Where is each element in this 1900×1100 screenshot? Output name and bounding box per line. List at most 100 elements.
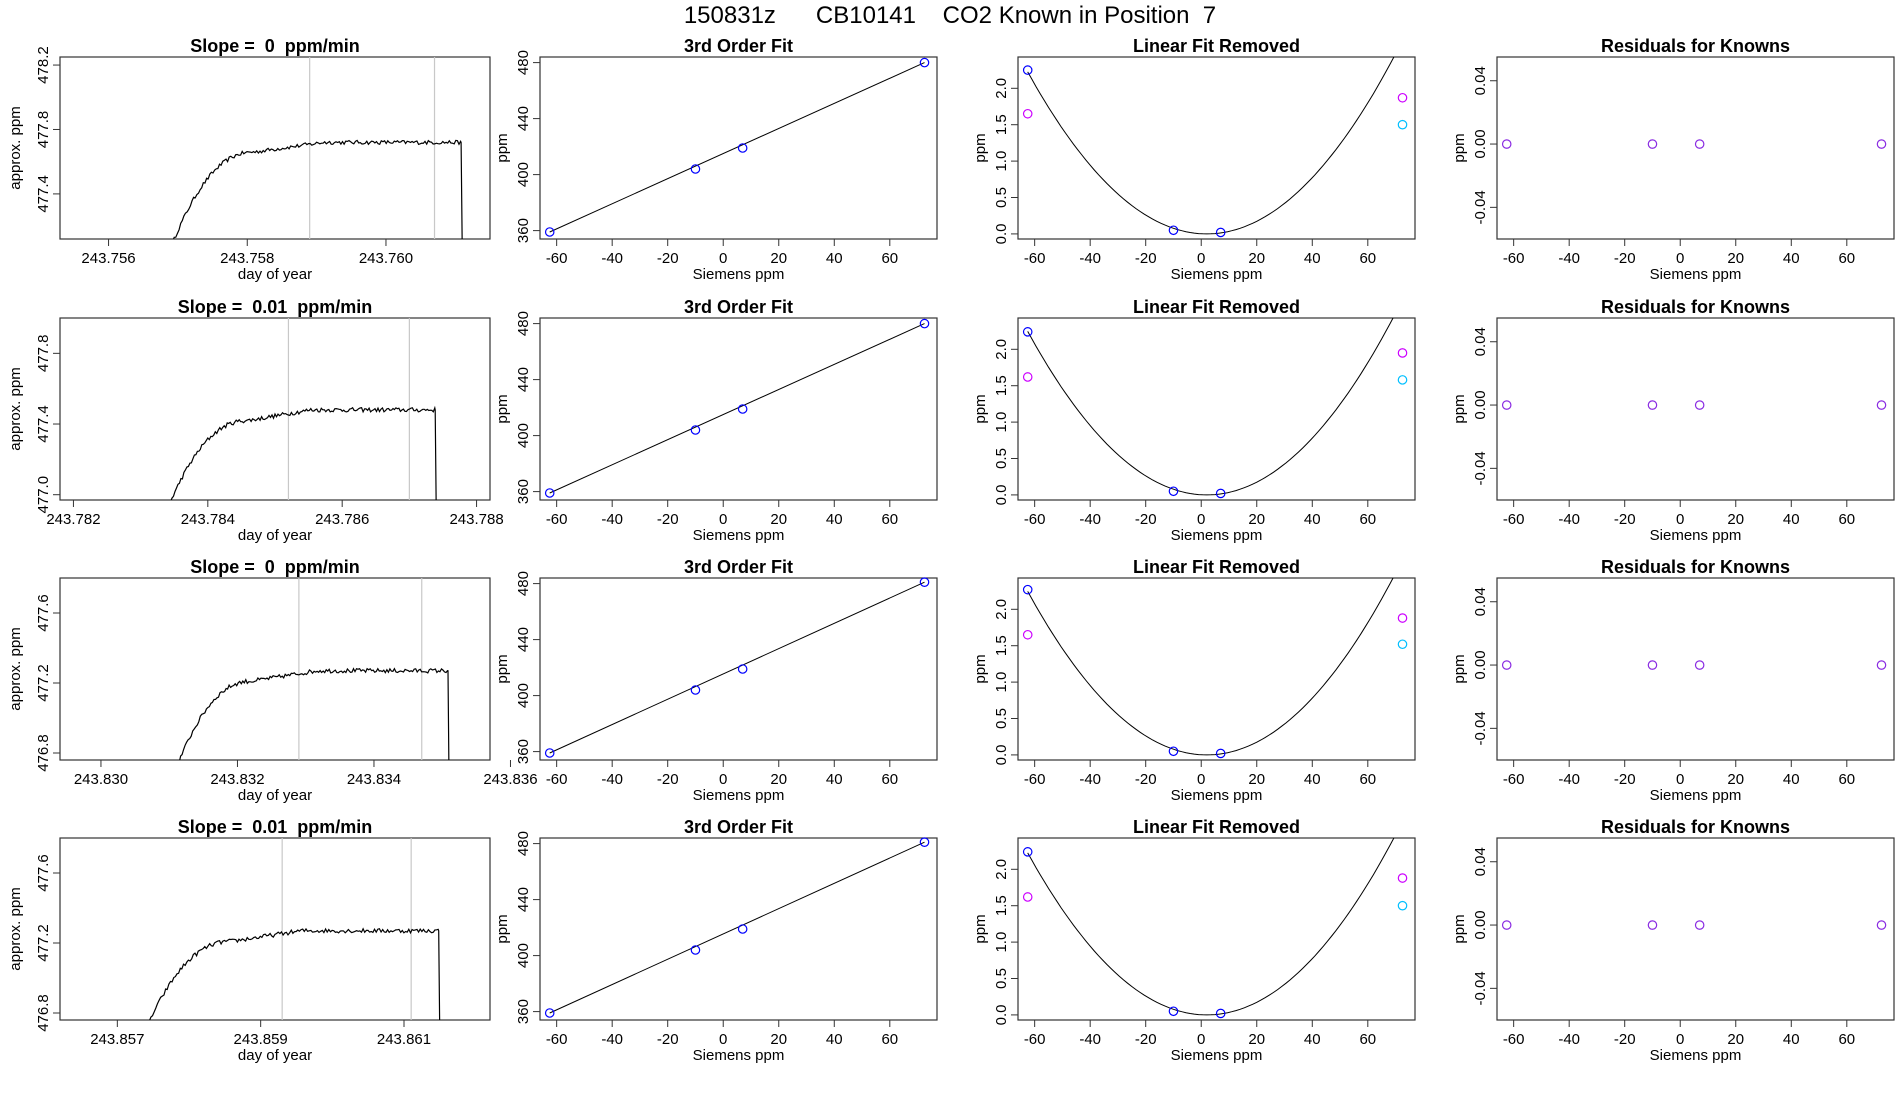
x-tick-label: -60 — [1024, 1031, 1046, 1048]
panel-r3-c1: Slope = 0 ppm/min 243.830 243.832 243.834 24… — [7, 557, 538, 804]
y-tick-label: 480 — [515, 50, 532, 75]
x-tick-label: 40 — [826, 250, 843, 267]
x-tick-label: 0 — [1676, 250, 1684, 267]
x-tick-label: 243.834 — [347, 771, 401, 788]
y-tick-label: 400 — [515, 162, 532, 187]
data-point — [690, 685, 701, 695]
x-tick-label: 243.784 — [181, 511, 235, 528]
panel-r3-c4: Residuals for Knowns -60 -40 -20 0 20 40 60 -0.0… — [1451, 557, 1895, 804]
panel-r2-c2: 3rd Order Fit -60 -40 -20 0 20 40 60 360 400 440 48… — [494, 297, 938, 544]
y-tick-label: -0.04 — [1472, 971, 1489, 1005]
data-point — [1694, 139, 1705, 149]
data-point — [690, 425, 701, 435]
panel-r1-c3: Linear Fit Removed -60 -40 -20 0 20 40 60 0.0 0.5… — [972, 36, 1416, 283]
x-tick-label: 60 — [1359, 511, 1376, 528]
panel-r2-c3: Linear Fit Removed -60 -40 -20 0 20 40 60 0.0 0.5… — [972, 297, 1416, 544]
x-tick-label: 20 — [1727, 250, 1744, 267]
panel-title: Residuals for Knowns — [1601, 817, 1790, 837]
fit-curve — [1027, 318, 1394, 496]
y-tick-label: 0.00 — [1472, 129, 1489, 158]
x-tick-label: 20 — [770, 1031, 787, 1048]
data-point — [1397, 348, 1408, 358]
x-tick-label: 0 — [1197, 250, 1205, 267]
y-tick-label: 2.0 — [993, 78, 1010, 99]
y-axis-label: approx. ppm — [7, 627, 24, 710]
x-tick-label: 243.836 — [483, 771, 537, 788]
data-point — [1022, 629, 1033, 640]
x-tick-label: -60 — [1024, 250, 1046, 267]
y-tick-label: 477.2 — [35, 664, 52, 702]
data-point — [919, 57, 930, 68]
fit-curve — [1027, 57, 1395, 235]
x-tick-label: 0 — [719, 1031, 727, 1048]
x-tick-label: 40 — [1304, 250, 1321, 267]
data-point — [1876, 139, 1887, 149]
data-point — [690, 164, 701, 174]
x-tick-label: -20 — [657, 250, 679, 267]
x-tick-label: -20 — [1135, 511, 1157, 528]
data-point — [1501, 139, 1512, 149]
x-tick-label: 40 — [1304, 1031, 1321, 1048]
panel-r4-c2: 3rd Order Fit -60 -40 -20 0 20 40 60 360 400 440 48… — [494, 817, 938, 1064]
x-tick-label: 0 — [719, 250, 727, 267]
plot-frame — [59, 317, 491, 501]
plot-frame — [1017, 56, 1416, 240]
y-tick-label: 440 — [515, 887, 532, 912]
x-tick-label: -40 — [1079, 771, 1101, 788]
data-point — [1168, 1006, 1179, 1017]
y-tick-label: 2.0 — [993, 339, 1010, 360]
y-tick-label: 1.5 — [993, 895, 1010, 916]
x-axis-label: Siemens ppm — [1650, 266, 1742, 283]
panel-title: Slope = 0.01 ppm/min — [178, 297, 373, 317]
plot-frame — [59, 577, 491, 761]
panel-r4-c1: Slope = 0.01 ppm/min 243.857 243.859 243.86… — [7, 817, 491, 1064]
x-tick-label: -60 — [1024, 771, 1046, 788]
y-axis-label: approx. ppm — [7, 887, 24, 970]
plot-frame — [1496, 317, 1895, 501]
data-point — [1215, 488, 1226, 499]
data-point — [919, 837, 930, 847]
fit-line — [549, 323, 925, 494]
x-tick-label: -20 — [1614, 771, 1636, 788]
data-point — [737, 404, 748, 414]
panel-r2-c1: Slope = 0.01 ppm/min 243.782 243.784 243.78… — [7, 297, 504, 544]
y-tick-label: 477.2 — [35, 924, 52, 962]
x-tick-label: 0 — [1676, 1031, 1684, 1048]
x-tick-label: -60 — [546, 511, 568, 528]
x-tick-label: 40 — [1783, 771, 1800, 788]
y-tick-label: 0.5 — [993, 968, 1010, 989]
y-tick-label: 477.8 — [35, 111, 52, 149]
y-axis-label: ppm — [494, 394, 511, 423]
y-tick-label: 0.04 — [1472, 847, 1489, 876]
y-tick-label: 440 — [515, 627, 532, 652]
y-axis-label: ppm — [494, 914, 511, 943]
data-point — [1397, 900, 1408, 911]
data-point — [690, 945, 701, 955]
y-tick-label: 360 — [515, 999, 532, 1024]
x-tick-label: 243.756 — [81, 250, 135, 267]
data-point — [919, 318, 930, 329]
y-tick-label: 1.0 — [993, 151, 1010, 172]
y-tick-label: 0.04 — [1472, 587, 1489, 616]
x-tick-label: -60 — [1503, 771, 1525, 788]
plot-frame — [1496, 577, 1895, 761]
x-tick-label: -40 — [601, 511, 623, 528]
x-axis-label: day of year — [238, 527, 312, 544]
data-point — [1647, 400, 1658, 410]
plot-frame — [1496, 56, 1895, 240]
x-axis-label: Siemens ppm — [1650, 527, 1742, 544]
x-tick-label: -40 — [601, 1031, 623, 1048]
y-tick-label: 440 — [515, 367, 532, 392]
y-tick-label: 0.0 — [993, 1004, 1010, 1025]
data-point — [1397, 119, 1408, 130]
y-tick-label: 360 — [515, 739, 532, 764]
data-point — [1397, 92, 1408, 103]
x-tick-label: 60 — [1838, 771, 1855, 788]
x-tick-label: 243.788 — [449, 511, 503, 528]
x-tick-label: 40 — [826, 511, 843, 528]
y-tick-label: 2.0 — [993, 599, 1010, 620]
data-point — [1647, 660, 1658, 670]
data-point — [1168, 225, 1179, 236]
panel-title: Slope = 0 ppm/min — [190, 36, 360, 56]
data-point — [544, 227, 555, 237]
